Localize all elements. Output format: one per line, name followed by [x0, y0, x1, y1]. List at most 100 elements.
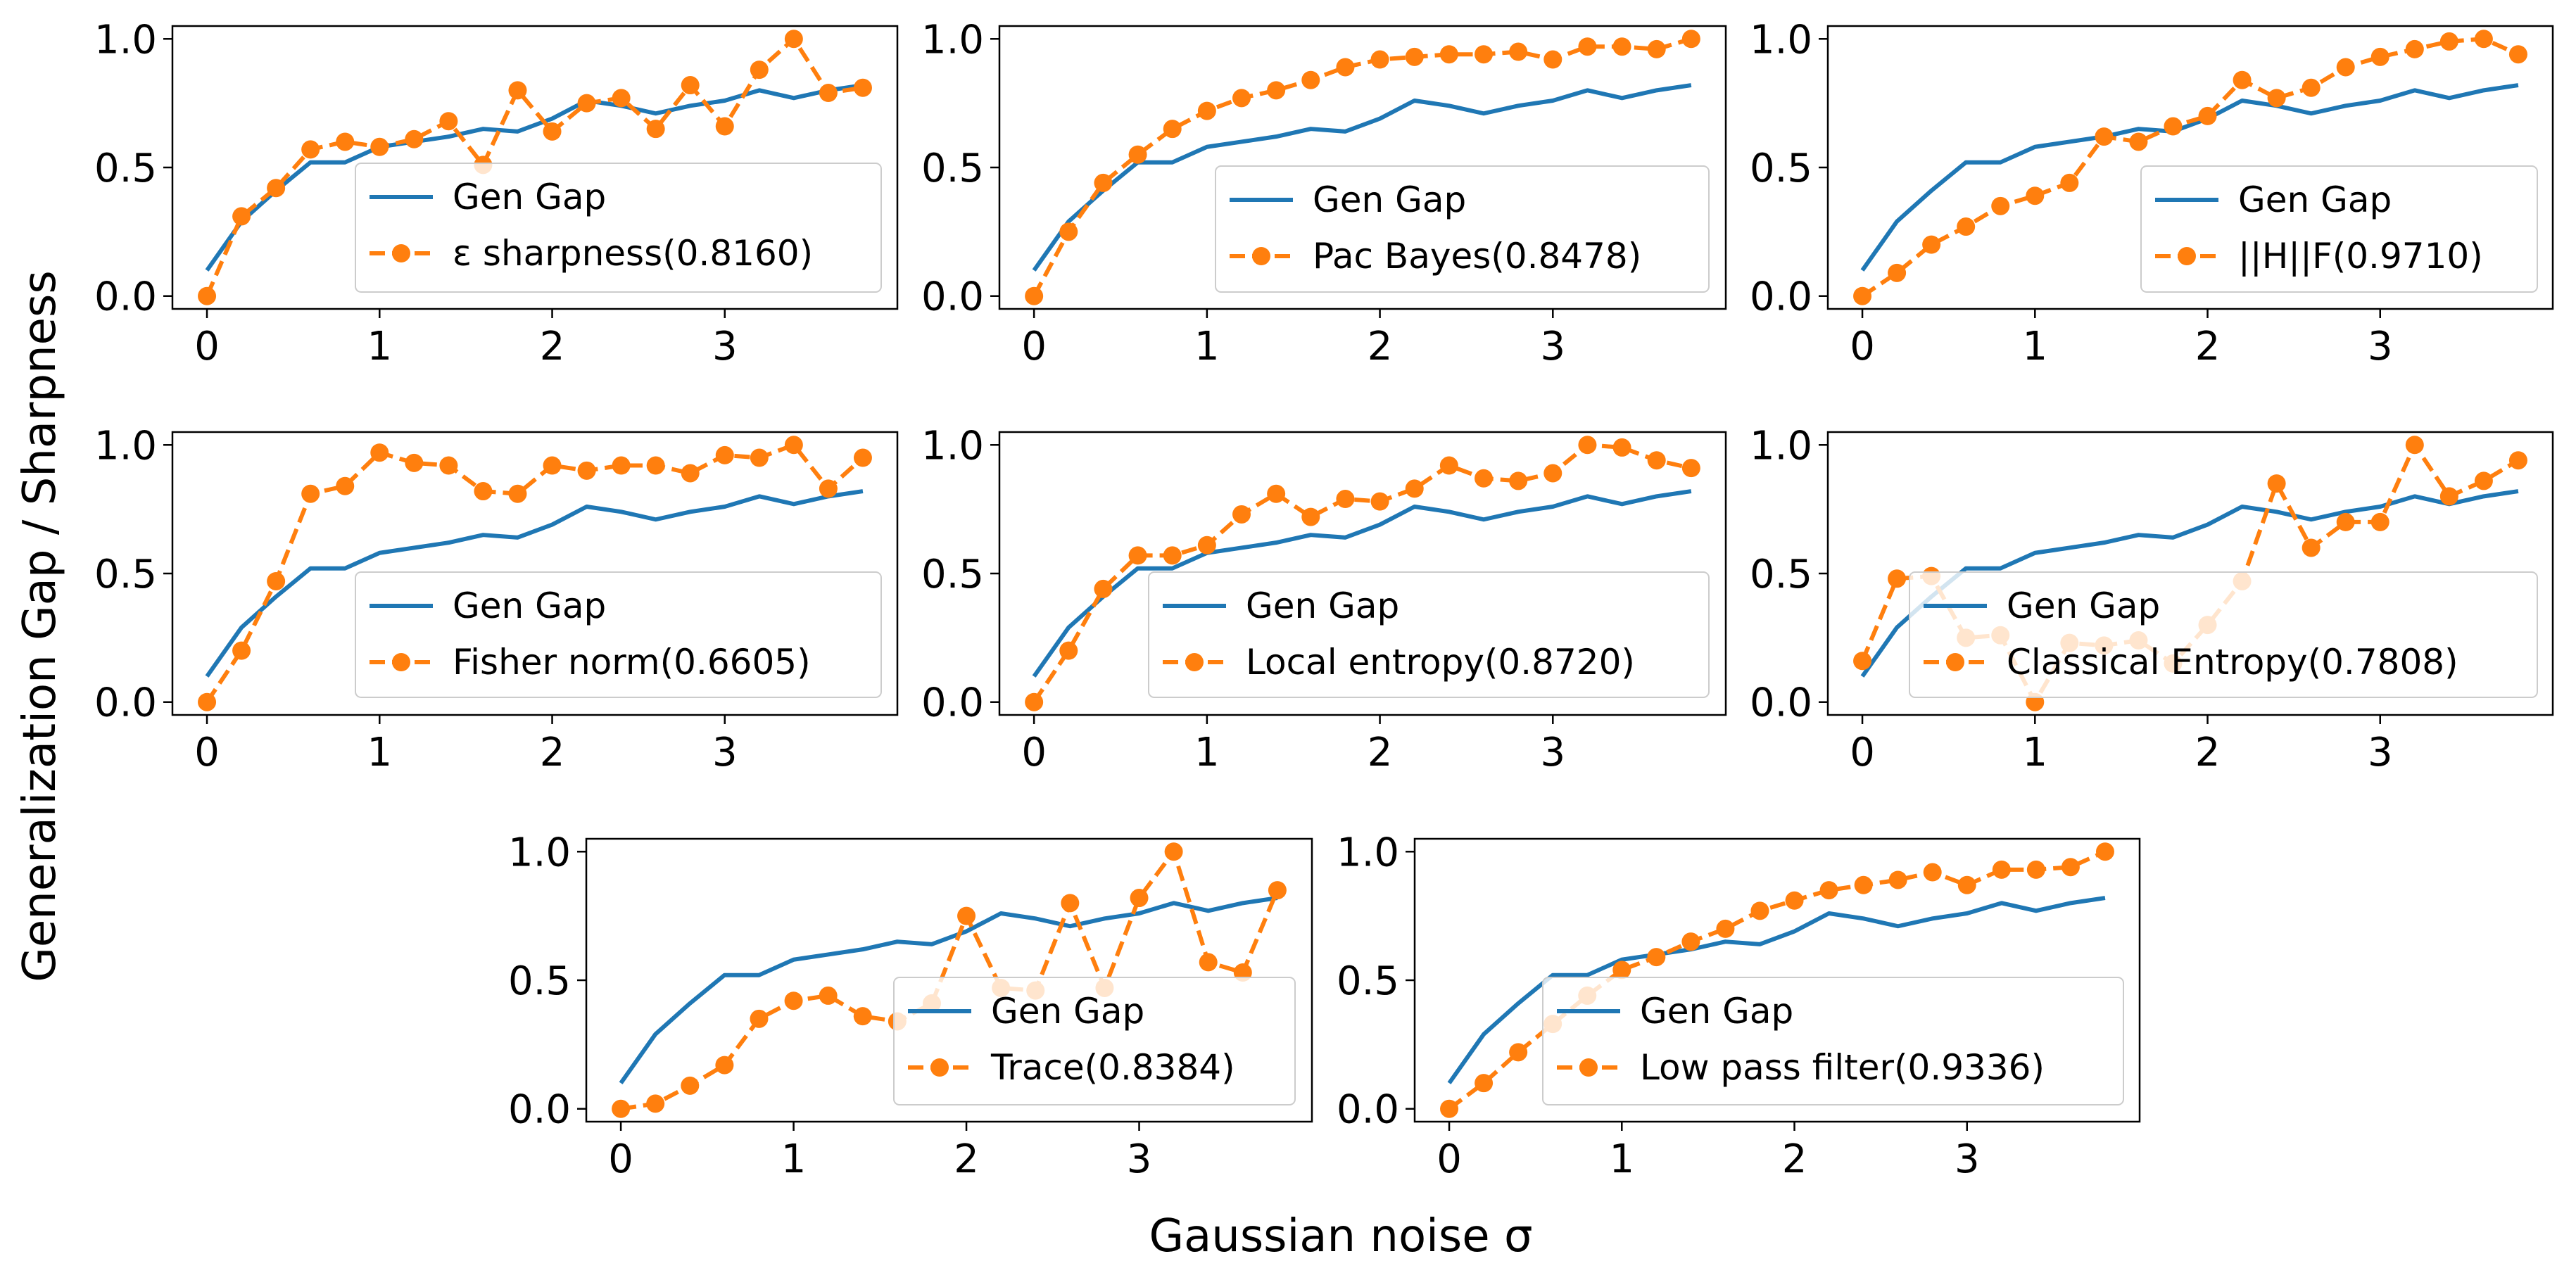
- sharpness-point: [336, 476, 355, 495]
- sharpness-point: [750, 448, 769, 467]
- subplot-5: 0 1 2 3 0.0 0.5 1.0 Gen Gap Local entropy(0.8720…: [921, 423, 1727, 775]
- sharpness-point: [2508, 451, 2527, 470]
- x-tick-label: 1: [2022, 324, 2047, 369]
- x-tick-label: 3: [712, 324, 738, 369]
- subplot-8: 0 1 2 3 0.0 0.5 1.0 Gen Gap Low pass filter(0.93…: [1337, 830, 2141, 1182]
- x-tick-label: 0: [1850, 324, 1875, 369]
- legend-box: [355, 163, 882, 293]
- subplot-2: 0 1 2 3 0.0 0.5 1.0 Gen Gap Pac Bayes(0.8478): [921, 17, 1727, 369]
- x-tick-label: 2: [1368, 324, 1393, 369]
- x-tick-label: 3: [2368, 324, 2393, 369]
- sharpness-point: [715, 117, 734, 136]
- sharpness-point: [1164, 842, 1183, 861]
- sharpness-point: [1750, 901, 1769, 920]
- sharpness-point: [1475, 469, 1493, 488]
- sharpness-point: [1370, 492, 1389, 511]
- y-tick-label: 0.0: [1337, 1087, 1399, 1133]
- sharpness-point: [681, 464, 700, 483]
- sharpness-point: [1268, 881, 1287, 900]
- sharpness-point: [1475, 45, 1493, 64]
- x-tick-label: 1: [367, 324, 392, 369]
- sharpness-point: [1543, 50, 1562, 69]
- y-tick-label: 0.5: [508, 958, 571, 1004]
- sharpness-point: [543, 122, 562, 141]
- legend-box: [893, 977, 1296, 1105]
- sharpness-point: [1301, 507, 1320, 526]
- sharpness-point: [2026, 860, 2045, 879]
- x-tick-label: 0: [194, 730, 220, 775]
- legend-box: [1148, 571, 1710, 698]
- legend-box: [355, 571, 882, 698]
- sharpness-point: [612, 1099, 631, 1118]
- y-tick-label: 0.0: [921, 274, 984, 320]
- sharpness-point: [1128, 145, 1147, 164]
- x-tick-label: 0: [1437, 1136, 1462, 1182]
- sharpness-point: [439, 112, 458, 131]
- legend-sharpness-label: ε sharpness(0.8160): [453, 233, 813, 274]
- x-tick-label: 2: [540, 324, 565, 369]
- sharpness-point: [1094, 173, 1113, 192]
- subplot-1: 0 1 2 3 0.0 0.5 1.0 Gen Gap ε sharpness(0.8160): [94, 17, 899, 369]
- subplot-3: 0 1 2 3 0.0 0.5 1.0 Gen Gap ||H||F(0.9710): [1750, 17, 2554, 369]
- x-tick-label: 2: [2195, 324, 2221, 369]
- legend-box: [1215, 165, 1710, 293]
- legend-gen-gap-label: Gen Gap: [991, 991, 1144, 1032]
- sharpness-point: [2370, 512, 2389, 531]
- sharpness-point: [1025, 692, 1044, 711]
- sharpness-point: [853, 448, 872, 467]
- x-tick-label: 2: [2195, 730, 2221, 775]
- legend-sharpness-label: Low pass filter(0.9336): [1640, 1047, 2045, 1088]
- sharpness-point: [1267, 484, 1286, 503]
- sharpness-point: [1370, 50, 1389, 69]
- figure-y-axis-label: Generalization Gap / Sharpness: [14, 270, 66, 982]
- sharpness-point: [1647, 948, 1666, 967]
- sharpness-point: [370, 443, 389, 462]
- sharpness-point: [612, 89, 631, 108]
- sharpness-point: [2370, 47, 2389, 66]
- sharpness-point: [750, 61, 769, 80]
- y-tick-label: 1.0: [94, 17, 157, 63]
- sharpness-point: [681, 76, 700, 95]
- sharpness-point: [2336, 58, 2355, 77]
- sharpness-point: [1509, 471, 1528, 490]
- sharpness-point: [1785, 891, 1804, 910]
- sharpness-point: [1681, 459, 1700, 478]
- sharpness-point: [1059, 641, 1078, 660]
- sharpness-point: [1128, 546, 1147, 565]
- y-tick-label: 0.0: [1750, 680, 1812, 726]
- sharpness-point: [1853, 652, 1872, 671]
- sharpness-point: [1163, 120, 1182, 139]
- sharpness-point: [405, 129, 424, 148]
- sharpness-point: [2405, 436, 2424, 455]
- y-tick-label: 0.5: [921, 146, 984, 191]
- sharpness-point: [232, 207, 251, 226]
- sharpness-point: [1025, 286, 1044, 305]
- sharpness-point: [1578, 436, 1597, 455]
- sharpness-point: [1888, 569, 1907, 588]
- legend-marker: [1185, 653, 1204, 671]
- sharpness-point: [1922, 235, 1941, 254]
- sharpness-point: [1716, 919, 1735, 938]
- x-tick-label: 2: [954, 1136, 979, 1182]
- sharpness-point: [2439, 487, 2458, 506]
- sharpness-point: [784, 30, 803, 49]
- x-tick-label: 1: [1609, 1136, 1634, 1182]
- legend-gen-gap-label: Gen Gap: [2007, 585, 2160, 626]
- sharpness-point: [405, 453, 424, 472]
- legend-box: [2140, 165, 2538, 293]
- subplot-grid: 0 1 2 3 0.0 0.5 1.0 Gen Gap ε sharpness(0.8160) 0…: [94, 17, 2554, 1182]
- sharpness-point: [474, 482, 493, 501]
- sharpness-point: [819, 84, 838, 103]
- legend-box: [1909, 571, 2538, 698]
- legend-sharpness-label: ||H||F(0.9710): [2238, 236, 2483, 277]
- y-tick-label: 1.0: [1337, 830, 1399, 875]
- sharpness-point: [1163, 546, 1182, 565]
- x-tick-label: 3: [1540, 324, 1565, 369]
- sharpness-point: [1853, 286, 1872, 305]
- legend-gen-gap-label: Gen Gap: [453, 585, 606, 626]
- sharpness-point: [2164, 117, 2183, 136]
- legend-box: [1542, 977, 2124, 1105]
- subplot-4: 0 1 2 3 0.0 0.5 1.0 Gen Gap Fisher norm(0.6605): [94, 423, 899, 775]
- sharpness-point: [750, 1009, 769, 1028]
- legend-sharpness-label: Trace(0.8384): [990, 1047, 1235, 1088]
